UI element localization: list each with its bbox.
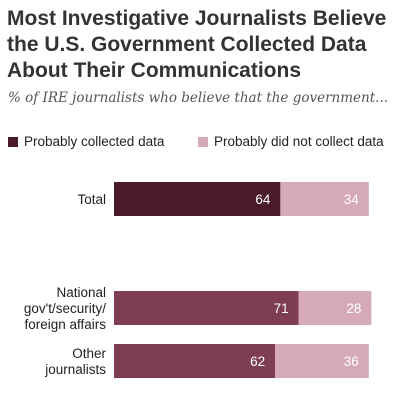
bar-not-collected [298, 291, 372, 325]
legend-item-not-collected: Probably did not collect data [198, 134, 384, 149]
data-label-collected: 71 [274, 301, 289, 316]
legend-swatch-not-collected [198, 136, 208, 147]
legend-swatch-collected [8, 136, 18, 147]
legend-label-collected: Probably collected data [24, 134, 165, 149]
legend-item-collected: Probably collected data [8, 134, 164, 149]
bar-not-collected [275, 344, 369, 378]
category-label: Total [77, 192, 106, 207]
chart-title: Most Investigative Journalists Believe t… [7, 7, 387, 82]
data-label-not-collected: 28 [346, 301, 361, 316]
data-label-not-collected: 36 [344, 354, 359, 369]
data-label-not-collected: 34 [344, 192, 360, 207]
bar-collected [114, 182, 281, 216]
legend-label-not-collected: Probably did not collect data [214, 134, 384, 149]
data-label-collected: 62 [250, 354, 265, 369]
bar-collected [114, 291, 299, 325]
bar-not-collected [280, 182, 369, 216]
bar-collected [114, 344, 276, 378]
chart-subtitle: % of IRE journalists who believe that th… [8, 90, 389, 106]
data-label-collected: 64 [255, 192, 271, 207]
category-label: Other journalists [44, 346, 106, 377]
category-label: National gov't/security/foreign affairs [24, 285, 106, 332]
